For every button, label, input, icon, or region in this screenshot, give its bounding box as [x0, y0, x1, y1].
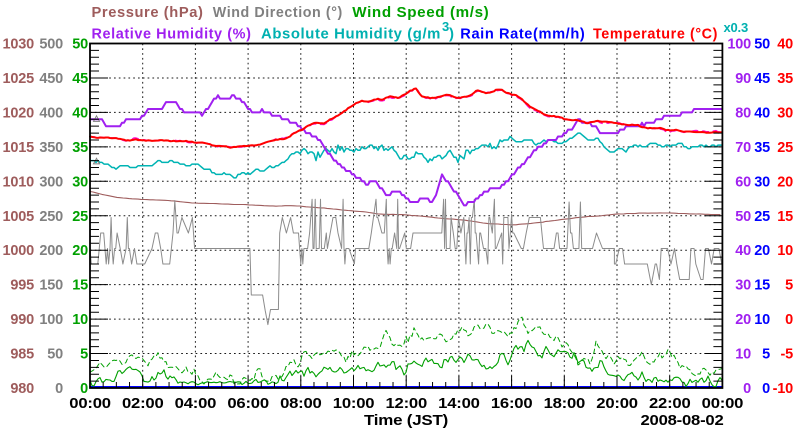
svg-text:Wind Direction (°): Wind Direction (°) [213, 4, 343, 21]
svg-text:22:00: 22:00 [649, 395, 691, 412]
svg-text:80: 80 [735, 105, 751, 121]
svg-text:06:00: 06:00 [227, 395, 269, 412]
svg-text:5: 5 [762, 347, 770, 363]
svg-text:Rain Rate(mm/h): Rain Rate(mm/h) [460, 26, 585, 43]
svg-text:995: 995 [10, 278, 34, 294]
svg-text:40: 40 [72, 105, 88, 121]
svg-text:35: 35 [754, 140, 770, 156]
svg-text:1005: 1005 [3, 209, 35, 225]
svg-text:100: 100 [727, 37, 751, 53]
svg-text:20: 20 [735, 312, 751, 328]
svg-text:60: 60 [735, 174, 751, 190]
svg-text:990: 990 [10, 312, 34, 328]
svg-text:30: 30 [754, 174, 770, 190]
svg-text:35: 35 [777, 71, 793, 87]
svg-text:20: 20 [754, 243, 770, 259]
svg-text:350: 350 [39, 140, 63, 156]
svg-text:20: 20 [777, 174, 793, 190]
svg-text:40: 40 [754, 105, 770, 121]
svg-text:40: 40 [777, 37, 793, 53]
svg-text:): ) [449, 26, 455, 43]
svg-text:Wind Speed (m/s): Wind Speed (m/s) [352, 4, 489, 21]
svg-text:0: 0 [785, 312, 793, 328]
svg-text:04:00: 04:00 [175, 395, 217, 412]
svg-text:30: 30 [72, 174, 88, 190]
svg-text:-5: -5 [781, 347, 794, 363]
svg-text:50: 50 [754, 37, 770, 53]
svg-text:10: 10 [777, 243, 793, 259]
svg-text:3: 3 [442, 19, 449, 34]
svg-text:50: 50 [72, 37, 88, 53]
svg-text:5: 5 [80, 347, 88, 363]
svg-text:08:00: 08:00 [280, 395, 322, 412]
svg-text:150: 150 [39, 278, 63, 294]
svg-text:45: 45 [72, 71, 88, 87]
svg-text:1010: 1010 [3, 174, 35, 190]
svg-text:25: 25 [777, 140, 793, 156]
svg-text:0: 0 [55, 381, 63, 397]
svg-text:02:00: 02:00 [122, 395, 164, 412]
svg-text:15: 15 [72, 278, 88, 294]
svg-text:2008-08-02: 2008-08-02 [641, 412, 724, 429]
svg-text:50: 50 [735, 209, 751, 225]
svg-text:50: 50 [47, 347, 63, 363]
svg-text:100: 100 [39, 312, 63, 328]
svg-text:20:00: 20:00 [596, 395, 638, 412]
svg-text:450: 450 [39, 71, 63, 87]
svg-text:1025: 1025 [3, 71, 35, 87]
svg-text:200: 200 [39, 243, 63, 259]
svg-text:10: 10 [72, 312, 88, 328]
svg-text:20: 20 [72, 243, 88, 259]
svg-text:400: 400 [39, 105, 63, 121]
svg-text:1000: 1000 [3, 243, 35, 259]
svg-text:40: 40 [735, 243, 751, 259]
svg-text:16:00: 16:00 [491, 395, 533, 412]
svg-text:35: 35 [72, 140, 88, 156]
svg-text:1015: 1015 [3, 140, 35, 156]
svg-text:Absolute Humidity (g/m: Absolute Humidity (g/m [261, 26, 441, 43]
svg-text:70: 70 [735, 140, 751, 156]
svg-text:18:00: 18:00 [544, 395, 586, 412]
svg-text:10:00: 10:00 [333, 395, 375, 412]
svg-text:-10: -10 [773, 381, 793, 397]
svg-text:x0.3: x0.3 [724, 20, 749, 35]
svg-text:1020: 1020 [3, 105, 35, 121]
svg-text:Time (JST): Time (JST) [364, 412, 448, 429]
svg-text:00:00: 00:00 [702, 395, 744, 412]
svg-text:15: 15 [777, 209, 793, 225]
svg-text:Pressure (hPa): Pressure (hPa) [92, 4, 204, 21]
svg-text:10: 10 [754, 312, 770, 328]
svg-text:10: 10 [735, 347, 751, 363]
svg-text:250: 250 [39, 209, 63, 225]
svg-text:500: 500 [39, 37, 63, 53]
svg-text:0: 0 [743, 381, 751, 397]
svg-text:15: 15 [754, 278, 770, 294]
svg-text:30: 30 [735, 278, 751, 294]
svg-text:45: 45 [754, 71, 770, 87]
svg-text:Temperature (°C): Temperature (°C) [593, 26, 718, 43]
svg-text:25: 25 [72, 209, 88, 225]
svg-text:00:00: 00:00 [69, 395, 111, 412]
svg-text:5: 5 [785, 278, 793, 294]
svg-text:985: 985 [10, 347, 34, 363]
svg-text:90: 90 [735, 71, 751, 87]
svg-text:0: 0 [762, 381, 770, 397]
svg-text:12:00: 12:00 [386, 395, 428, 412]
svg-text:980: 980 [10, 381, 34, 397]
svg-text:1030: 1030 [3, 37, 35, 53]
svg-text:25: 25 [754, 209, 770, 225]
svg-text:14:00: 14:00 [438, 395, 480, 412]
svg-text:Relative Humidity (%): Relative Humidity (%) [92, 26, 252, 43]
svg-text:30: 30 [777, 105, 793, 121]
svg-text:0: 0 [80, 381, 88, 397]
svg-text:300: 300 [39, 174, 63, 190]
